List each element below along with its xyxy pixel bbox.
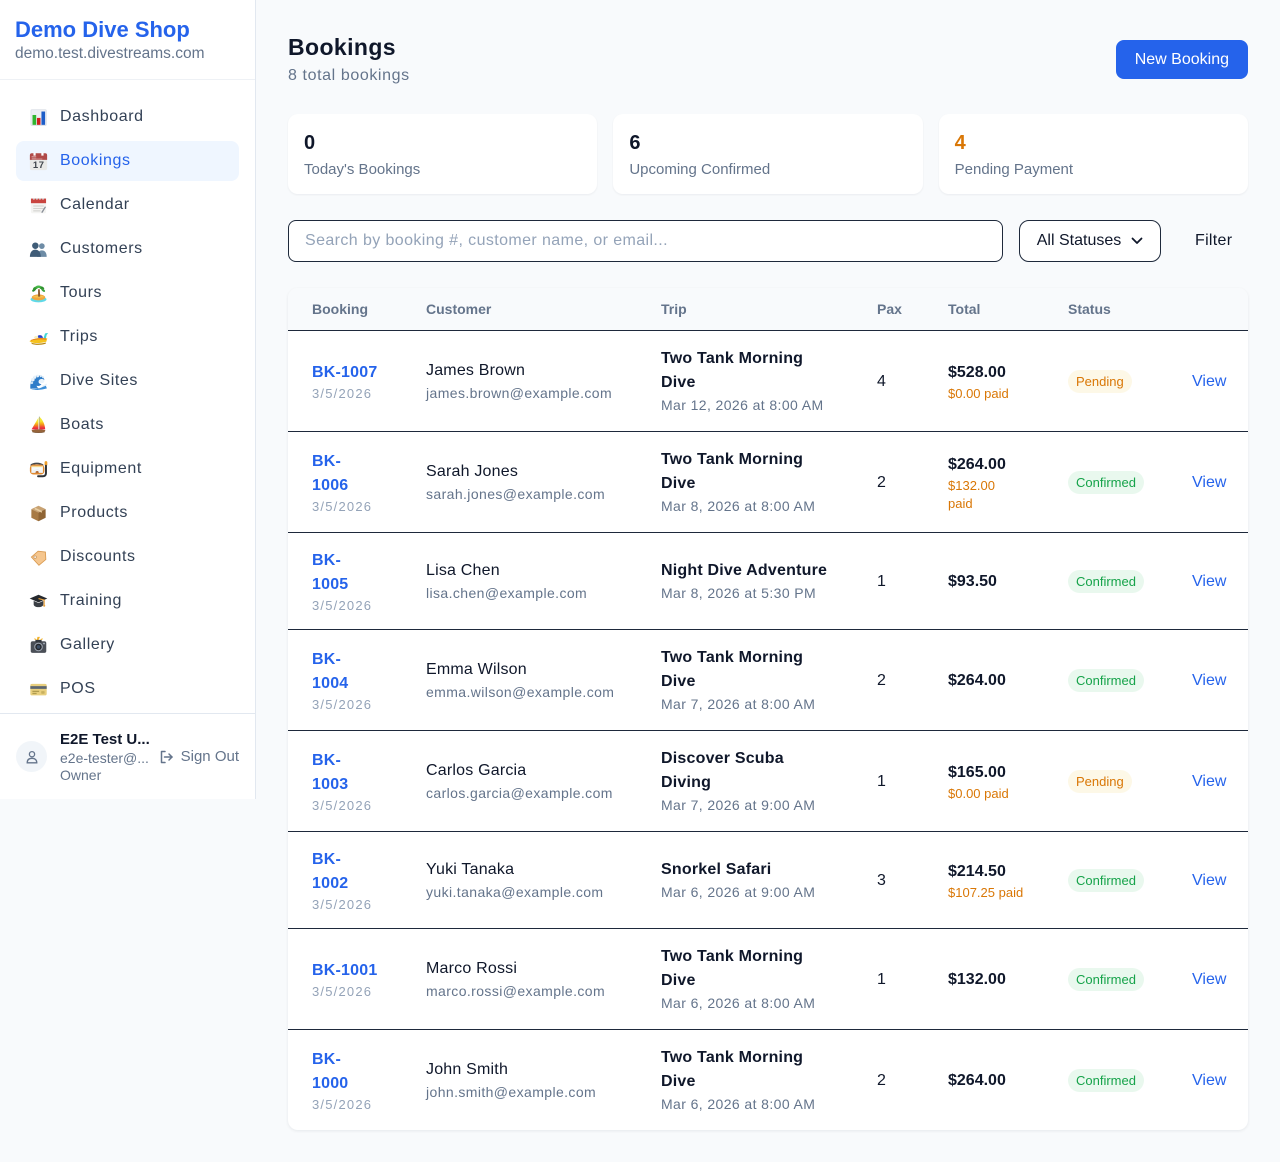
- svg-text:17: 17: [33, 160, 45, 171]
